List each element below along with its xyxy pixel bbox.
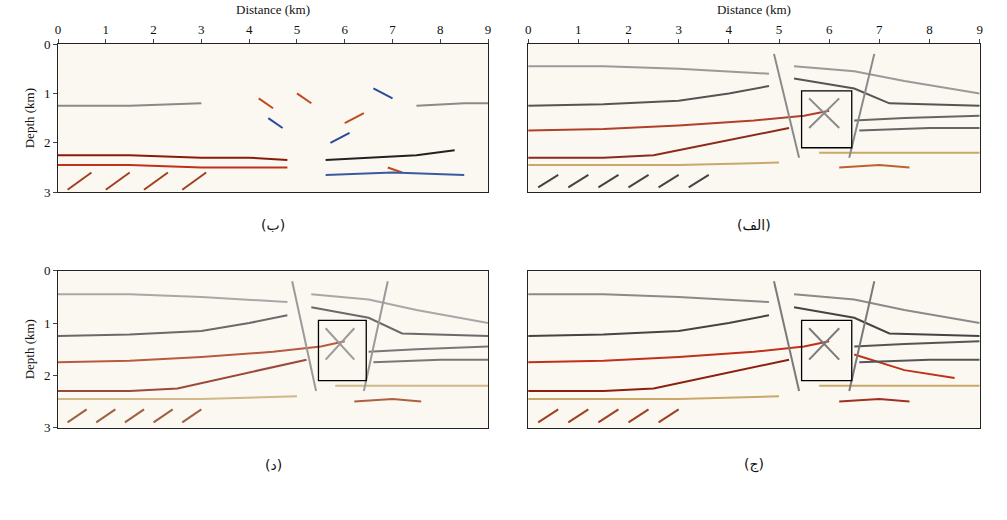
- svg-text:6: 6: [826, 22, 833, 37]
- svg-text:Depth (km): Depth (km): [22, 319, 37, 379]
- svg-text:3: 3: [44, 185, 51, 200]
- svg-text:7: 7: [389, 22, 396, 37]
- svg-text:9: 9: [485, 22, 492, 37]
- svg-text:5: 5: [776, 22, 783, 37]
- svg-text:8: 8: [437, 22, 444, 37]
- svg-text:1: 1: [44, 86, 51, 101]
- svg-text:(الف): (الف): [737, 217, 771, 233]
- svg-text:0: 0: [525, 22, 532, 37]
- svg-text:Depth (km): Depth (km): [22, 88, 37, 148]
- svg-text:9: 9: [976, 22, 983, 37]
- svg-text:3: 3: [44, 420, 51, 435]
- svg-text:2: 2: [44, 135, 51, 150]
- svg-text:1: 1: [575, 22, 582, 37]
- svg-text:6: 6: [342, 22, 349, 37]
- svg-text:1: 1: [103, 22, 110, 37]
- svg-text:3: 3: [198, 22, 205, 37]
- svg-text:4: 4: [726, 22, 733, 37]
- svg-text:0: 0: [44, 263, 51, 278]
- svg-text:3: 3: [675, 22, 682, 37]
- svg-text:4: 4: [246, 22, 253, 37]
- svg-text:(ب): (ب): [261, 217, 285, 233]
- svg-text:7: 7: [876, 22, 883, 37]
- svg-text:0: 0: [55, 22, 62, 37]
- svg-text:2: 2: [44, 368, 51, 383]
- svg-text:1: 1: [44, 316, 51, 331]
- svg-text:5: 5: [294, 22, 301, 37]
- svg-text:(د): (د): [265, 457, 282, 473]
- svg-text:2: 2: [625, 22, 632, 37]
- svg-text:8: 8: [926, 22, 933, 37]
- svg-text:(ج): (ج): [744, 456, 764, 473]
- svg-text:2: 2: [150, 22, 157, 37]
- svg-text:0: 0: [44, 37, 51, 52]
- svg-text:Distance (km): Distance (km): [236, 2, 310, 17]
- svg-text:Distance (km): Distance (km): [717, 2, 791, 17]
